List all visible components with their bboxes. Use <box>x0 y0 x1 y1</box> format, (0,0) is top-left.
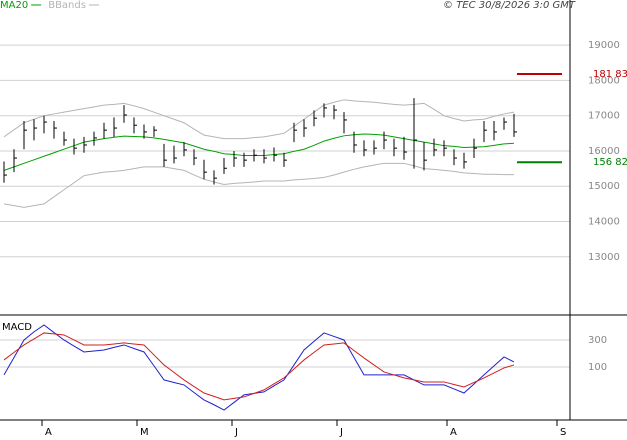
y-tick-label: 13000 <box>588 252 620 263</box>
macd-line <box>3 332 515 401</box>
ma-line <box>3 133 515 171</box>
y-tick-label: 300 <box>588 335 607 346</box>
x-tick-label: J <box>234 427 238 438</box>
band-lower <box>3 162 514 208</box>
macd-line <box>3 324 515 411</box>
x-tick-label: J <box>339 427 343 438</box>
y-tick-label: 100 <box>588 362 607 373</box>
y-tick-label: 17000 <box>588 111 620 122</box>
copyright: © TEC 30/8/2026 3:0 GMT <box>443 0 576 11</box>
level-label: 156 82 <box>593 157 627 168</box>
y-tick-label: 14000 <box>588 217 620 228</box>
y-tick-label: 16000 <box>588 146 620 157</box>
level-label: 181 83 <box>593 69 627 80</box>
x-tick-label: A <box>45 427 52 438</box>
x-tick-label: S <box>560 427 566 438</box>
x-tick-label: M <box>140 427 149 438</box>
band-upper <box>3 99 515 140</box>
x-tick-label: A <box>450 427 457 438</box>
y-tick-label: 15000 <box>588 181 620 192</box>
y-tick-label: 18000 <box>588 75 620 86</box>
legend-label: MA20 <box>0 0 28 11</box>
legend-label: BBands <box>48 0 86 11</box>
y-tick-label: 19000 <box>588 40 620 51</box>
panel-title: MACD <box>2 322 32 333</box>
